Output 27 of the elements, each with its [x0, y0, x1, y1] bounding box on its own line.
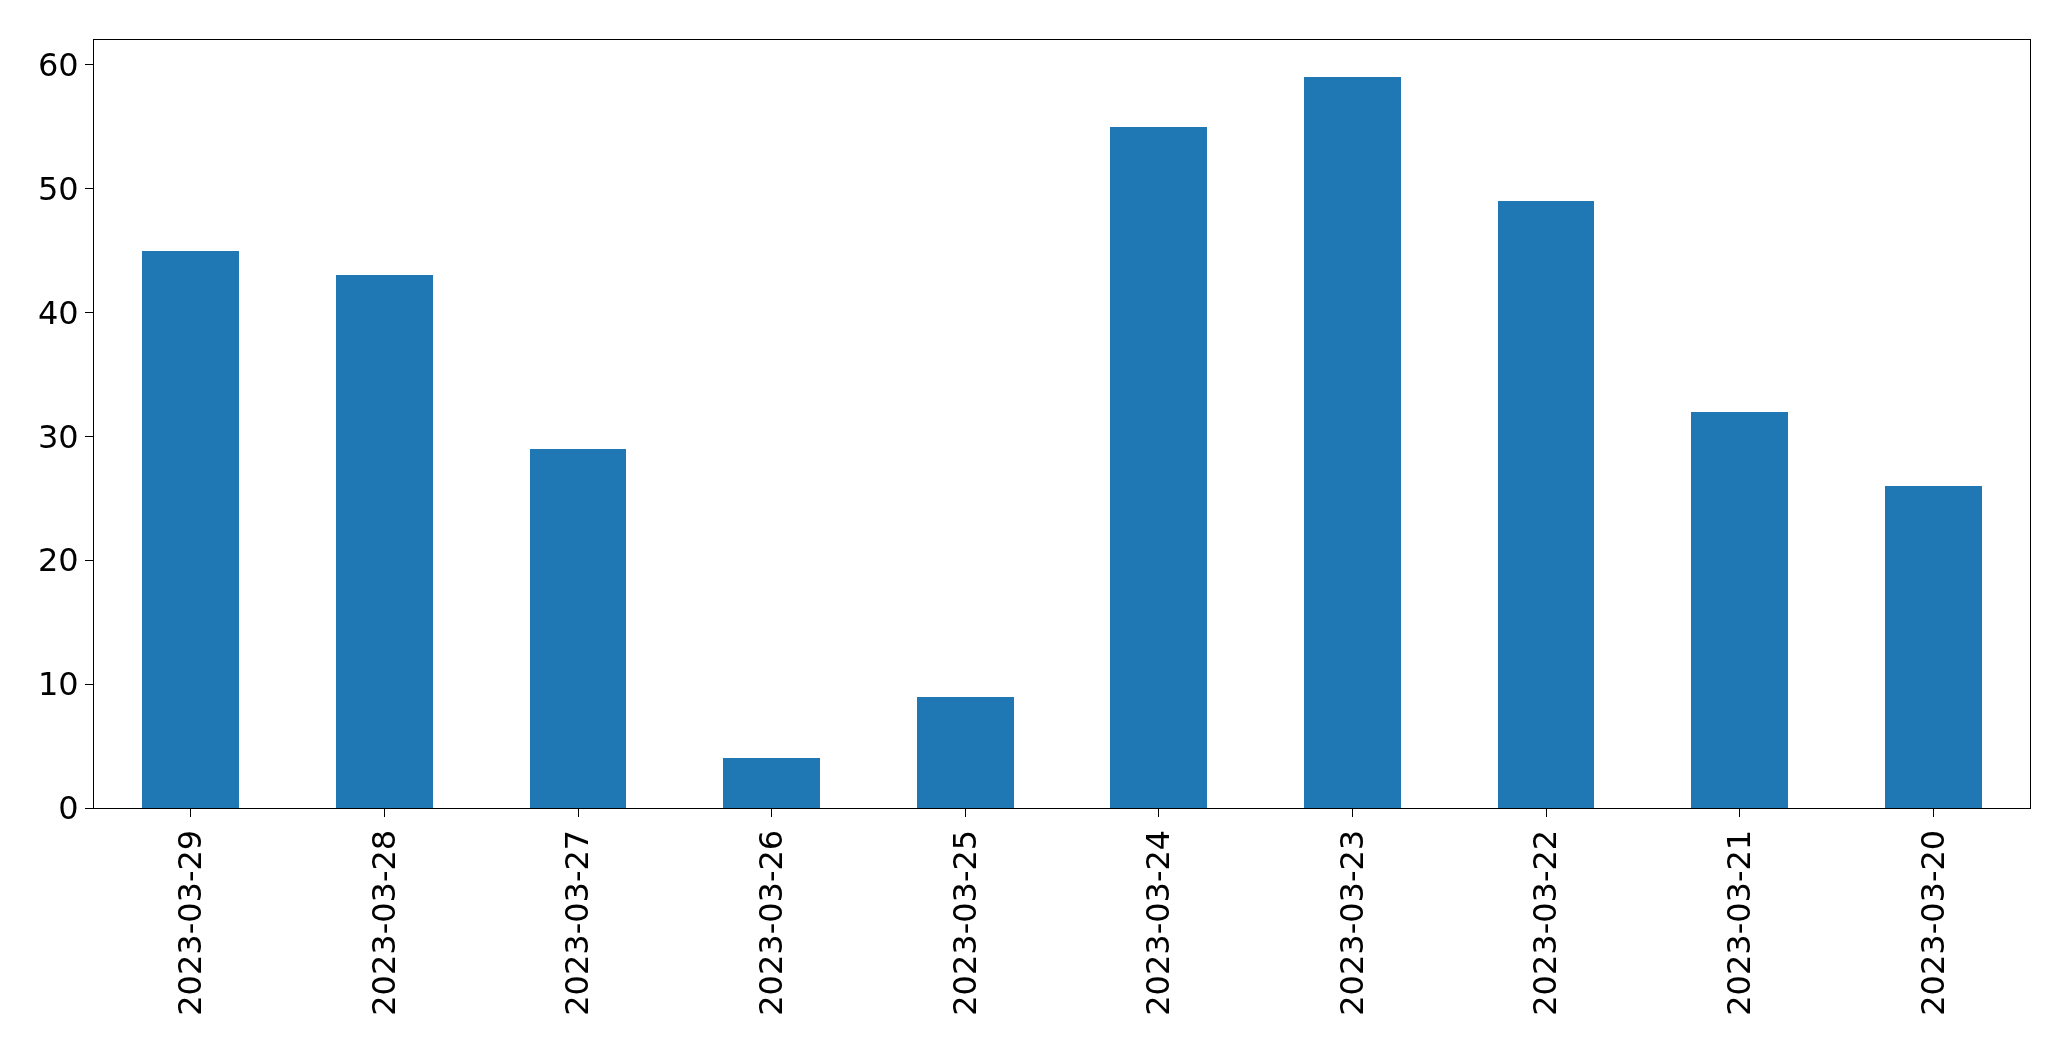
x-tick-label: 2023-03-24	[1139, 829, 1178, 1016]
x-tick-label: 2023-03-23	[1332, 829, 1371, 1016]
bar	[917, 697, 1014, 808]
y-tick-label: 30	[37, 417, 79, 456]
bar	[1691, 412, 1788, 808]
bar	[142, 251, 239, 808]
bar	[530, 449, 626, 808]
x-tick-label: 2023-03-27	[558, 829, 597, 1016]
bar	[1304, 77, 1401, 808]
y-tick-label: 10	[37, 665, 79, 704]
x-tick-label: 2023-03-28	[364, 829, 403, 1016]
bar	[723, 758, 820, 808]
x-tick-label: 2023-03-29	[171, 829, 210, 1016]
bar	[336, 275, 433, 808]
x-tick-label: 2023-03-21	[1720, 829, 1758, 1016]
bar	[1110, 127, 1207, 808]
x-tick-label: 2023-03-25	[945, 829, 984, 1016]
y-tick-label: 50	[37, 169, 79, 208]
y-tick-label: 40	[37, 293, 79, 332]
x-tick-label: 2023-03-26	[752, 829, 790, 1016]
x-tick-label: 2023-03-20	[1913, 829, 1952, 1016]
bar	[1885, 486, 1982, 808]
x-tick-label: 2023-03-22	[1526, 829, 1565, 1016]
y-tick-label: 20	[37, 541, 79, 580]
y-tick-label: 60	[37, 45, 79, 84]
bar	[1498, 201, 1594, 808]
y-tick-label: 0	[58, 789, 79, 828]
